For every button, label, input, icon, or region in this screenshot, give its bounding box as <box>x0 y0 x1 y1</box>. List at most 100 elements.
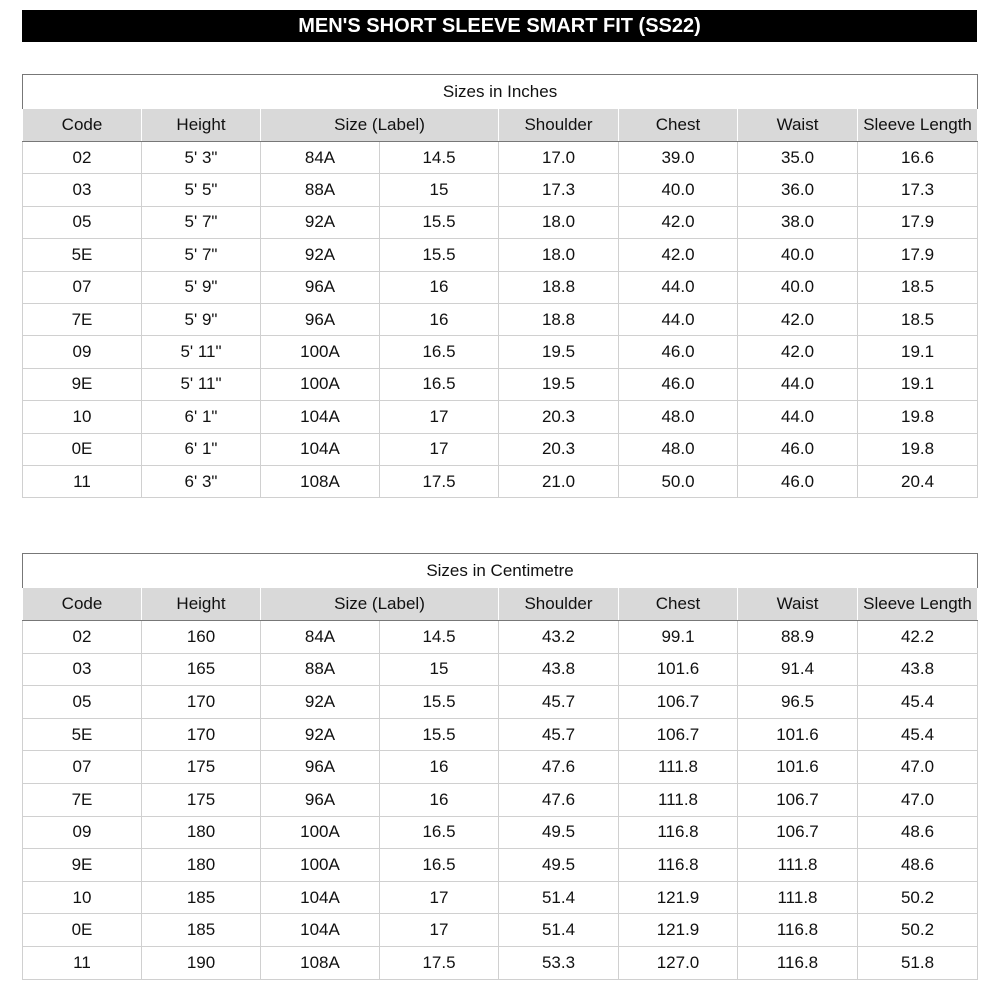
data-row: 09 180 100A 16.5 49.5 116.8 106.7 48.6 <box>22 815 979 850</box>
cell: 88.9 <box>737 620 858 654</box>
cell: 14.5 <box>379 620 499 654</box>
table: Sizes in Inches Code Height Size (Label) Sho… <box>21 74 979 499</box>
cell: 104A <box>260 400 380 434</box>
cell: 17.9 <box>856 238 979 272</box>
cell: 100A <box>260 335 380 369</box>
cell: 47.0 <box>856 750 979 784</box>
cell: 106.7 <box>618 685 738 719</box>
cell: 17 <box>379 913 499 947</box>
data-row: 07 5' 9" 96A 16 18.8 44.0 40.0 18.5 <box>22 270 979 304</box>
cell: 17 <box>379 400 499 434</box>
column-header: Chest <box>618 587 738 621</box>
cell: 40.0 <box>737 238 858 272</box>
cell: 5' 3" <box>141 140 261 175</box>
cell: 16.5 <box>379 848 499 882</box>
data-row: 03 5' 5" 88A 15 17.3 40.0 36.0 17.3 <box>22 173 979 207</box>
cell: 9E <box>22 848 142 882</box>
cell: 185 <box>141 913 261 947</box>
cell: 49.5 <box>498 815 619 850</box>
cell: 175 <box>141 750 261 784</box>
column-header: Sleeve Length <box>856 587 979 621</box>
cell: 50.0 <box>618 464 738 499</box>
cell: 20.3 <box>498 400 619 434</box>
cell: 18.0 <box>498 205 619 240</box>
cell: 104A <box>260 913 380 947</box>
data-row: 11 6' 3" 108A 17.5 21.0 50.0 46.0 20.4 <box>22 464 979 499</box>
cell: 101.6 <box>737 717 858 752</box>
header-row: Code Height Size (Label) Shoulder Chest Waist… <box>22 587 979 621</box>
cell: 5' 11" <box>141 335 261 369</box>
cell: 16.5 <box>379 367 499 402</box>
cell: 47.6 <box>498 782 619 817</box>
cell: 88A <box>260 173 380 207</box>
cell: 180 <box>141 815 261 850</box>
cell: 09 <box>22 335 142 369</box>
cell: 03 <box>22 173 142 207</box>
size-table: Sizes in Centimetre Code Height Size (Label… <box>21 553 979 980</box>
data-row: 05 170 92A 15.5 45.7 106.7 96.5 45.4 <box>22 685 979 719</box>
cell: 36.0 <box>737 173 858 207</box>
cell: 111.8 <box>737 880 858 915</box>
cell: 106.7 <box>618 717 738 752</box>
cell: 42.0 <box>737 335 858 369</box>
cell: 05 <box>22 205 142 240</box>
cell: 96A <box>260 750 380 784</box>
cell: 16 <box>379 270 499 304</box>
cell: 43.8 <box>856 652 979 687</box>
cell: 17.3 <box>856 173 979 207</box>
cell: 09 <box>22 815 142 850</box>
cell: 101.6 <box>618 652 738 687</box>
cell: 170 <box>141 685 261 719</box>
cell: 17.5 <box>379 945 499 980</box>
cell: 40.0 <box>737 270 858 304</box>
data-row: 5E 5' 7" 92A 15.5 18.0 42.0 40.0 17.9 <box>22 238 979 272</box>
cell: 44.0 <box>618 270 738 304</box>
cell: 47.6 <box>498 750 619 784</box>
cell: 5' 7" <box>141 238 261 272</box>
cell: 07 <box>22 270 142 304</box>
cell: 10 <box>22 880 142 915</box>
cell: 15.5 <box>379 717 499 752</box>
cell: 0E <box>22 913 142 947</box>
cell: 17 <box>379 432 499 466</box>
cell: 11 <box>22 945 142 980</box>
cell: 175 <box>141 782 261 817</box>
cell: 48.6 <box>856 815 979 850</box>
column-header: Height <box>141 587 261 621</box>
cell: 17.3 <box>498 173 619 207</box>
cell: 6' 3" <box>141 464 261 499</box>
cell: 96A <box>260 302 380 337</box>
column-header: Chest <box>618 108 738 142</box>
cell: 19.1 <box>856 367 979 402</box>
cell: 48.0 <box>618 400 738 434</box>
column-header: Height <box>141 108 261 142</box>
data-row: 5E 170 92A 15.5 45.7 106.7 101.6 45.4 <box>22 717 979 752</box>
cell: 18.8 <box>498 302 619 337</box>
cell: 92A <box>260 238 380 272</box>
size-table: Sizes in Inches Code Height Size (Label) Sho… <box>21 74 979 499</box>
cell: 185 <box>141 880 261 915</box>
data-row: 07 175 96A 16 47.6 111.8 101.6 47.0 <box>22 750 979 784</box>
cell: 07 <box>22 750 142 784</box>
cell: 18.0 <box>498 238 619 272</box>
cell: 19.5 <box>498 367 619 402</box>
cell: 108A <box>260 464 380 499</box>
data-row: 10 185 104A 17 51.4 121.9 111.8 50.2 <box>22 880 979 915</box>
cell: 42.0 <box>618 205 738 240</box>
cell: 7E <box>22 302 142 337</box>
cell: 96A <box>260 782 380 817</box>
cell: 15 <box>379 652 499 687</box>
column-header: Waist <box>737 587 858 621</box>
data-row: 11 190 108A 17.5 53.3 127.0 116.8 51.8 <box>22 945 979 980</box>
cell: 18.5 <box>856 270 979 304</box>
cell: 43.2 <box>498 620 619 654</box>
cell: 104A <box>260 432 380 466</box>
cell: 92A <box>260 685 380 719</box>
cell: 45.7 <box>498 685 619 719</box>
cell: 17.0 <box>498 140 619 175</box>
cell: 116.8 <box>737 945 858 980</box>
column-header: Shoulder <box>498 108 619 142</box>
data-row: 7E 5' 9" 96A 16 18.8 44.0 42.0 18.5 <box>22 302 979 337</box>
cell: 121.9 <box>618 913 738 947</box>
cell: 18.8 <box>498 270 619 304</box>
